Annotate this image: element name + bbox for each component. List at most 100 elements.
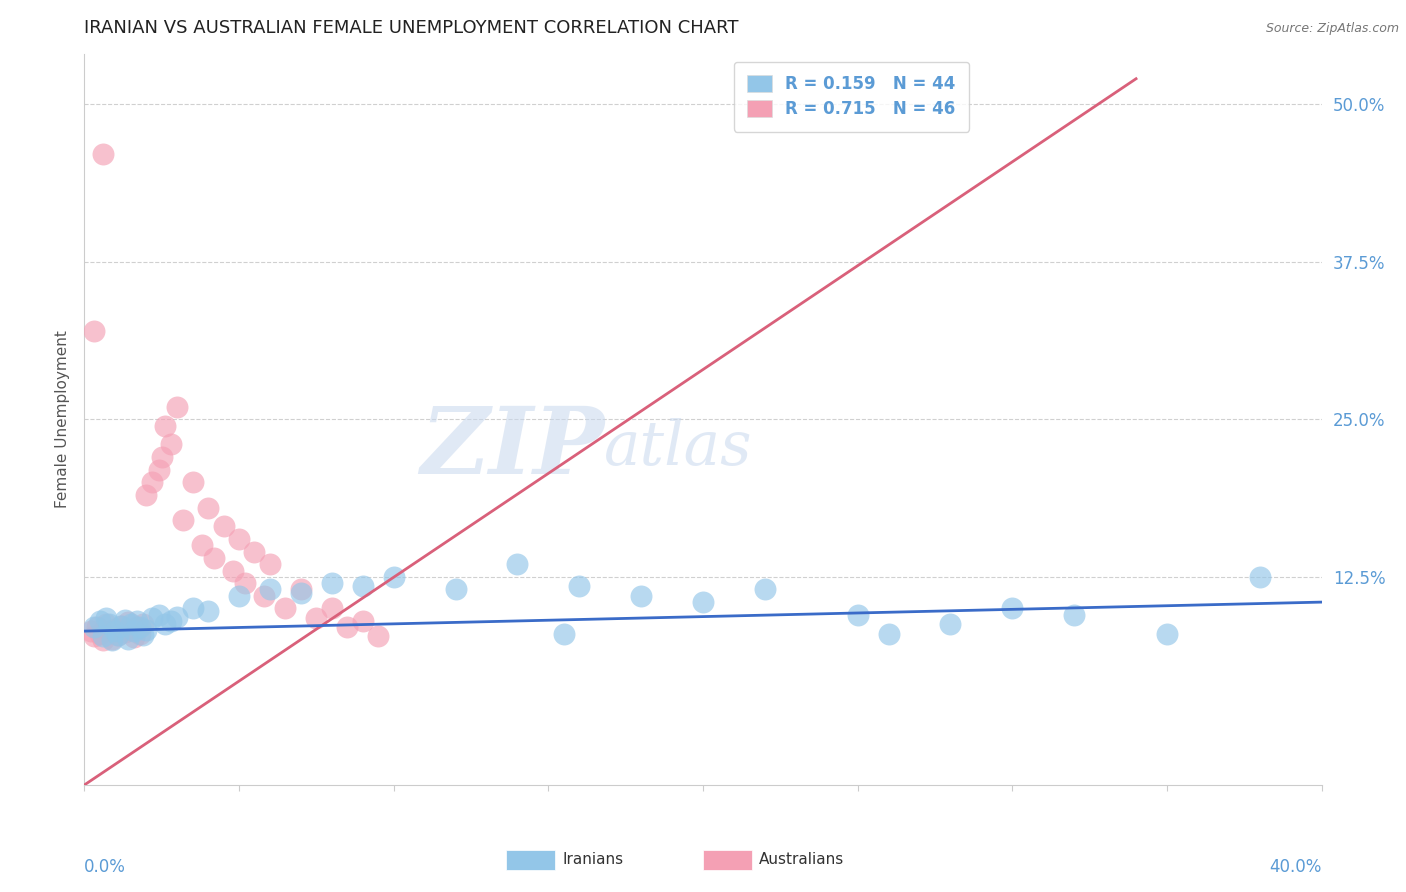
- Point: [181, 601, 204, 615]
- Point: [98, 624, 121, 639]
- Point: [153, 616, 176, 631]
- Point: [104, 622, 127, 636]
- Text: IRANIAN VS AUSTRALIAN FEMALE UNEMPLOYMENT CORRELATION CHART: IRANIAN VS AUSTRALIAN FEMALE UNEMPLOYMEN…: [84, 19, 740, 37]
- Point: [91, 632, 114, 647]
- Point: [939, 616, 962, 631]
- Point: [166, 400, 188, 414]
- Point: [253, 589, 276, 603]
- Point: [110, 619, 132, 633]
- Point: [150, 450, 173, 464]
- Point: [122, 624, 145, 639]
- Point: [1249, 570, 1271, 584]
- Point: [135, 623, 157, 637]
- Point: [630, 589, 652, 603]
- Point: [506, 558, 529, 572]
- Point: [222, 564, 245, 578]
- Point: [89, 614, 111, 628]
- Point: [274, 601, 297, 615]
- Legend: R = 0.159   N = 44, R = 0.715   N = 46: R = 0.159 N = 44, R = 0.715 N = 46: [734, 62, 969, 131]
- Point: [321, 601, 343, 615]
- Point: [148, 463, 170, 477]
- Point: [305, 611, 328, 625]
- Point: [160, 614, 183, 628]
- Point: [166, 610, 188, 624]
- Point: [553, 626, 575, 640]
- Point: [259, 582, 281, 597]
- Point: [83, 324, 105, 338]
- Point: [212, 519, 235, 533]
- Point: [120, 616, 142, 631]
- Point: [94, 616, 117, 631]
- Point: [382, 570, 405, 584]
- Point: [153, 418, 176, 433]
- Point: [336, 620, 359, 634]
- Point: [352, 614, 374, 628]
- Point: [233, 576, 256, 591]
- Point: [117, 615, 139, 630]
- Point: [129, 620, 152, 634]
- Point: [101, 632, 124, 647]
- Point: [290, 586, 312, 600]
- Point: [86, 620, 108, 634]
- Point: [129, 626, 152, 640]
- Point: [110, 619, 132, 633]
- Point: [120, 623, 142, 637]
- Text: Australians: Australians: [759, 853, 845, 867]
- Point: [321, 576, 343, 591]
- Point: [692, 595, 714, 609]
- Point: [107, 628, 129, 642]
- Point: [202, 551, 225, 566]
- Point: [141, 475, 163, 490]
- Point: [228, 589, 250, 603]
- Point: [444, 582, 467, 597]
- Text: 0.0%: 0.0%: [84, 858, 127, 876]
- Point: [259, 558, 281, 572]
- Point: [243, 544, 266, 558]
- Point: [172, 513, 194, 527]
- Point: [160, 437, 183, 451]
- Point: [197, 604, 219, 618]
- Point: [107, 628, 129, 642]
- Point: [1001, 601, 1024, 615]
- Point: [132, 616, 155, 631]
- Text: Source: ZipAtlas.com: Source: ZipAtlas.com: [1265, 22, 1399, 36]
- Point: [197, 500, 219, 515]
- Point: [83, 620, 105, 634]
- Point: [79, 624, 101, 639]
- Point: [104, 624, 127, 639]
- Point: [101, 632, 124, 646]
- Point: [89, 626, 111, 640]
- Point: [122, 631, 145, 645]
- Point: [132, 628, 155, 642]
- Point: [1156, 626, 1178, 640]
- Point: [367, 629, 389, 643]
- Point: [1063, 607, 1085, 622]
- Point: [290, 582, 312, 597]
- Point: [98, 616, 121, 631]
- Point: [141, 611, 163, 625]
- Text: atlas: atlas: [605, 418, 752, 478]
- Point: [94, 611, 117, 625]
- Point: [846, 607, 869, 622]
- Point: [191, 538, 214, 552]
- Point: [125, 614, 148, 628]
- Point: [352, 579, 374, 593]
- Point: [117, 632, 139, 646]
- Point: [754, 582, 776, 597]
- Point: [114, 625, 136, 640]
- Point: [877, 626, 900, 640]
- Point: [181, 475, 204, 490]
- Point: [228, 532, 250, 546]
- Y-axis label: Female Unemployment: Female Unemployment: [55, 330, 70, 508]
- Point: [114, 613, 136, 627]
- Text: Iranians: Iranians: [562, 853, 623, 867]
- Point: [568, 579, 591, 593]
- Text: ZIP: ZIP: [420, 403, 605, 493]
- Text: 40.0%: 40.0%: [1270, 858, 1322, 876]
- Point: [83, 629, 105, 643]
- Point: [91, 629, 114, 643]
- Point: [91, 147, 114, 161]
- Point: [135, 488, 157, 502]
- Point: [148, 607, 170, 622]
- Point: [125, 620, 148, 634]
